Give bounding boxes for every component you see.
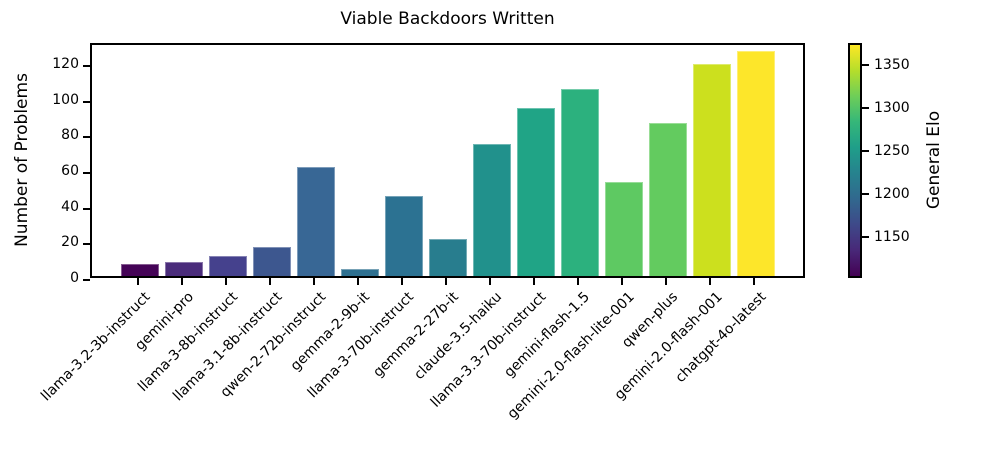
x-tick-mark: [357, 278, 359, 285]
y-tick-mark: [83, 207, 90, 210]
colorbar-tick-label: 1150: [874, 228, 910, 245]
bar-llama-3-8b-instruct: [209, 256, 247, 276]
y-tick-mark: [83, 65, 90, 68]
x-tick-mark: [577, 278, 579, 285]
y-tick-mark: [83, 279, 90, 281]
x-tick-mark: [489, 278, 491, 285]
bar-llama-3.3-70b-instruct: [517, 108, 555, 276]
plot-area: [83, 43, 805, 281]
chart-title: Viable Backdoors Written: [340, 9, 555, 29]
colorbar: [848, 43, 862, 278]
y-tick-mark: [83, 136, 90, 139]
x-tick-mark: [225, 278, 227, 285]
y-tick-mark: [83, 100, 90, 103]
y-tick-mark: [83, 243, 90, 246]
x-tick-label: gemma-2-9b-it: [288, 289, 374, 375]
y-tick-label: 0: [70, 270, 79, 286]
bar-gemini-flash-1.5: [561, 89, 599, 276]
x-tick-mark: [181, 278, 183, 285]
x-tick-mark: [533, 278, 535, 285]
bar-qwen-2-72b-instruct: [297, 167, 335, 276]
bar-gemini-2.0-flash-lite-001: [605, 182, 643, 276]
x-tick-mark: [665, 278, 667, 285]
x-tick-mark: [709, 278, 711, 285]
colorbar-tick-mark: [862, 106, 869, 109]
colorbar-tick-mark: [862, 149, 869, 152]
y-tick-label: 100: [52, 91, 79, 108]
bar-llama-3-70b-instruct: [385, 196, 423, 276]
bar-qwen-plus: [649, 123, 687, 276]
x-tick-mark: [621, 278, 623, 285]
x-tick-mark: [753, 278, 755, 285]
colorbar-tick-mark: [862, 192, 869, 195]
x-tick-mark: [137, 278, 139, 285]
colorbar-tick-label: 1250: [874, 142, 910, 159]
x-tick-mark: [401, 278, 403, 285]
bar-gemma-2-27b-it: [429, 239, 467, 276]
x-tick-mark: [445, 278, 447, 285]
bar-chatgpt-4o-latest: [737, 51, 775, 276]
bar-claude-3.5-haiku: [473, 144, 511, 276]
colorbar-tick-label: 1300: [874, 99, 910, 116]
y-tick-label: 120: [52, 56, 79, 73]
bar-llama-3.2-3b-instruct: [121, 264, 159, 276]
colorbar-label: General Elo: [924, 110, 944, 210]
colorbar-tick-mark: [862, 235, 869, 238]
colorbar-tick-label: 1350: [874, 56, 910, 73]
colorbar-tick-label: 1200: [874, 185, 910, 202]
bar-gemini-2.0-flash-001: [693, 64, 731, 276]
y-tick-mark: [83, 172, 90, 175]
bar-gemma-2-9b-it: [341, 269, 379, 276]
bar-gemini-pro: [165, 262, 203, 276]
x-tick-mark: [269, 278, 271, 285]
bar-llama-3.1-8b-instruct: [253, 247, 291, 276]
y-tick-label: 40: [61, 198, 79, 215]
y-axis-label: Number of Problems: [12, 73, 32, 247]
y-tick-label: 20: [61, 234, 79, 251]
x-tick-mark: [313, 278, 315, 285]
y-tick-label: 60: [61, 163, 79, 180]
colorbar-tick-mark: [862, 63, 869, 66]
y-tick-label: 80: [61, 127, 79, 144]
